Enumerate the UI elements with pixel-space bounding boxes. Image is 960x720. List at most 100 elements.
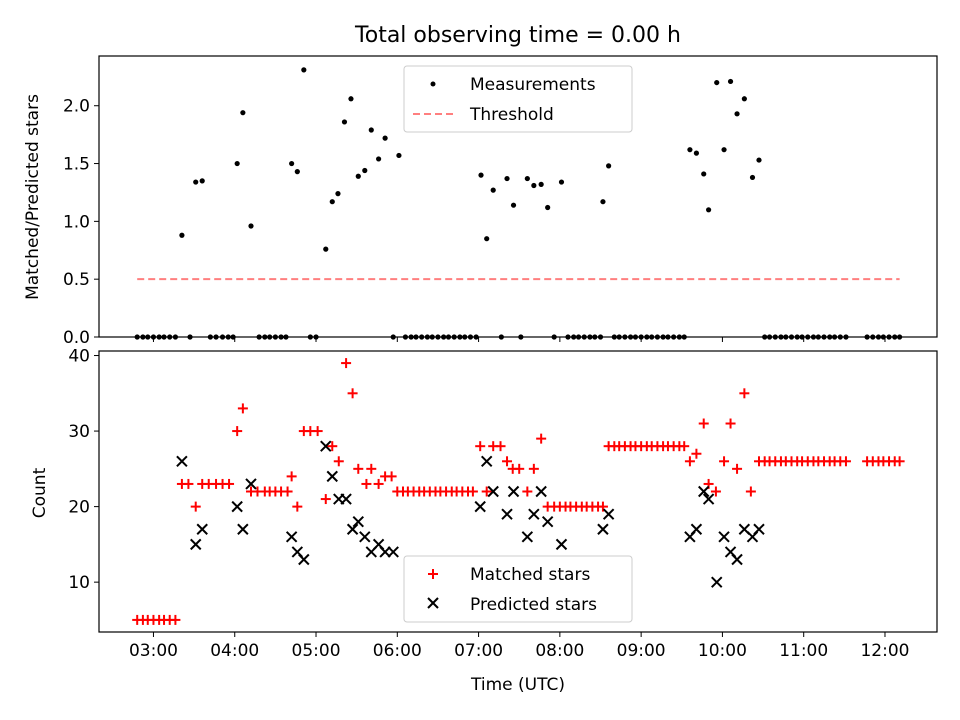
count-x-tick-label: 07:00 bbox=[454, 641, 503, 661]
matched-stars-point bbox=[536, 433, 547, 444]
ratio-axes-frame bbox=[98, 55, 938, 338]
predicted-stars-point bbox=[245, 478, 257, 490]
count-x-tick-label: 09:00 bbox=[617, 641, 666, 661]
legend-matched-label: Matched stars bbox=[470, 565, 590, 585]
count-legend-box bbox=[403, 555, 633, 623]
ratio-legend: Measurements Threshold bbox=[403, 65, 633, 133]
matched-stars-point bbox=[347, 388, 358, 399]
matched-stars-point bbox=[190, 501, 201, 512]
measurement-point bbox=[368, 127, 374, 133]
predicted-stars-point bbox=[602, 508, 615, 520]
matched-stars-point bbox=[840, 456, 851, 467]
measurement-point bbox=[749, 174, 756, 181]
count-y-tick-label: 10 bbox=[68, 573, 90, 593]
matched-stars-point bbox=[333, 456, 344, 467]
count-panel: Count Time (UTC) 10 20 30 40 03:00 04:00 05:00… bbox=[30, 347, 938, 695]
count-x-tick-label: 04:00 bbox=[210, 641, 259, 661]
matched-stars-point bbox=[237, 403, 248, 414]
matched-stars-point bbox=[495, 441, 506, 452]
count-plot-area: 10 20 30 40 03:00 04:00 05:00 06:00 07:00 08:00 09… bbox=[68, 347, 909, 661]
predicted-stars-point bbox=[340, 493, 352, 505]
legend-measurements-marker bbox=[430, 81, 436, 87]
ratio-y-tick-label: 1.0 bbox=[63, 212, 90, 232]
predicted-stars-point bbox=[555, 538, 568, 551]
predicted-stars-point bbox=[535, 485, 547, 498]
count-x-tick-label: 03:00 bbox=[129, 641, 178, 661]
count-axes-frame bbox=[98, 350, 938, 633]
count-x-tick-label: 06:00 bbox=[373, 641, 422, 661]
measurement-point bbox=[490, 187, 496, 193]
matched-stars-point bbox=[522, 486, 533, 497]
measurement-point bbox=[396, 152, 402, 159]
measurement-point bbox=[193, 179, 199, 185]
x-axis-label: Time (UTC) bbox=[470, 675, 565, 695]
count-x-tick-label: 08:00 bbox=[535, 641, 584, 661]
measurement-point bbox=[721, 147, 727, 153]
measurement-point bbox=[714, 79, 720, 86]
matched-stars-point bbox=[698, 418, 709, 429]
predicted-stars-point bbox=[521, 531, 534, 543]
measurement-point bbox=[484, 236, 490, 242]
legend-matched-marker bbox=[428, 569, 438, 579]
measurement-point bbox=[478, 172, 484, 178]
legend-predicted-marker bbox=[427, 597, 439, 609]
predicted-stars-point bbox=[718, 531, 730, 543]
measurement-point bbox=[558, 179, 565, 185]
predicted-stars-point bbox=[597, 523, 609, 535]
measurement-point bbox=[606, 163, 612, 169]
matched-stars-point bbox=[481, 486, 492, 497]
count-x-tick-label: 05:00 bbox=[292, 641, 341, 661]
predicted-stars-point bbox=[285, 531, 298, 543]
measurement-point bbox=[248, 223, 254, 229]
measurement-point bbox=[179, 232, 185, 238]
count-x-tick-label: 12:00 bbox=[860, 641, 909, 661]
matched-stars-point bbox=[679, 441, 690, 452]
predicted-stars-point bbox=[352, 516, 364, 528]
measurement-point bbox=[693, 150, 700, 156]
predicted-stars-point bbox=[753, 523, 765, 535]
measurement-point bbox=[531, 182, 537, 189]
matched-stars-point bbox=[224, 478, 235, 489]
measurement-point bbox=[600, 199, 606, 205]
matched-stars-point bbox=[361, 478, 372, 489]
measurement-point bbox=[734, 111, 740, 117]
predicted-stars-point bbox=[196, 523, 208, 535]
measurement-point bbox=[199, 178, 205, 184]
matched-stars-point bbox=[170, 614, 181, 625]
predicted-stars-point bbox=[176, 455, 188, 467]
measurement-point bbox=[706, 207, 712, 213]
predicted-stars-point bbox=[480, 455, 493, 467]
predicted-stars-point bbox=[698, 485, 710, 498]
matched-stars-point bbox=[732, 463, 743, 474]
predicted-stars-point bbox=[528, 508, 540, 520]
measurement-point bbox=[341, 119, 348, 125]
predicted-stars-point bbox=[474, 500, 486, 513]
measurement-point bbox=[504, 175, 510, 182]
measurement-point bbox=[510, 202, 517, 208]
matched-stars-point bbox=[710, 486, 721, 497]
count-y-tick-label: 30 bbox=[68, 422, 90, 442]
chart-title: Total observing time = 0.00 h bbox=[354, 23, 681, 48]
matched-stars-point bbox=[232, 426, 243, 437]
ratio-y-tick-label: 0.5 bbox=[63, 270, 90, 290]
matched-stars-point bbox=[320, 494, 331, 505]
predicted-stars-point bbox=[237, 523, 249, 535]
measurement-point bbox=[234, 160, 240, 167]
matched-stars-point bbox=[292, 501, 303, 512]
predicted-stars-point bbox=[298, 553, 310, 566]
measurement-point bbox=[329, 199, 335, 205]
predicted-stars-point bbox=[690, 523, 703, 535]
ratio-y-axis-label: Matched/Predicted stars bbox=[23, 94, 43, 300]
measurement-point bbox=[240, 110, 246, 116]
measurement-point bbox=[524, 175, 530, 182]
predicted-stars-point bbox=[346, 523, 359, 535]
matched-stars-point bbox=[502, 456, 513, 467]
matched-stars-point bbox=[467, 486, 478, 497]
measurement-point bbox=[348, 96, 354, 102]
predicted-stars-point bbox=[387, 546, 399, 558]
measurement-point bbox=[382, 135, 388, 141]
ratio-panel: Total observing time = 0.00 h Matched/Pr… bbox=[23, 23, 938, 348]
count-x-tick-label: 10:00 bbox=[698, 641, 747, 661]
predicted-stars-point bbox=[359, 531, 371, 543]
